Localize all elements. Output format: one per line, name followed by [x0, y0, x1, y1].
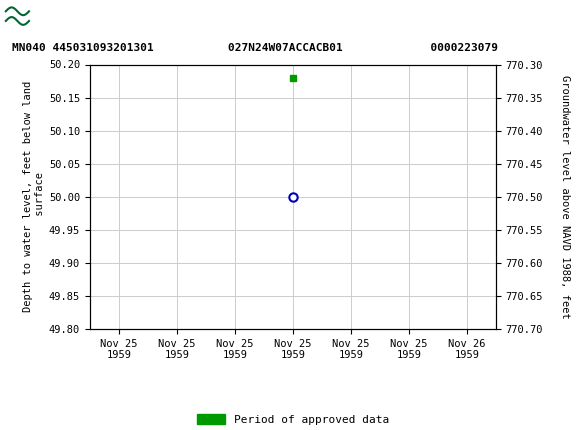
Y-axis label: Groundwater level above NAVD 1988, feet: Groundwater level above NAVD 1988, feet [560, 75, 570, 319]
Legend: Period of approved data: Period of approved data [193, 409, 393, 429]
Y-axis label: Depth to water level, feet below land
 surface: Depth to water level, feet below land su… [23, 81, 45, 312]
Text: MN040 445031093201301           027N24W07ACCACB01             0000223079: MN040 445031093201301 027N24W07ACCACB01 … [12, 43, 498, 52]
Bar [6, 3, 58, 29]
Text: USGS: USGS [32, 7, 87, 25]
